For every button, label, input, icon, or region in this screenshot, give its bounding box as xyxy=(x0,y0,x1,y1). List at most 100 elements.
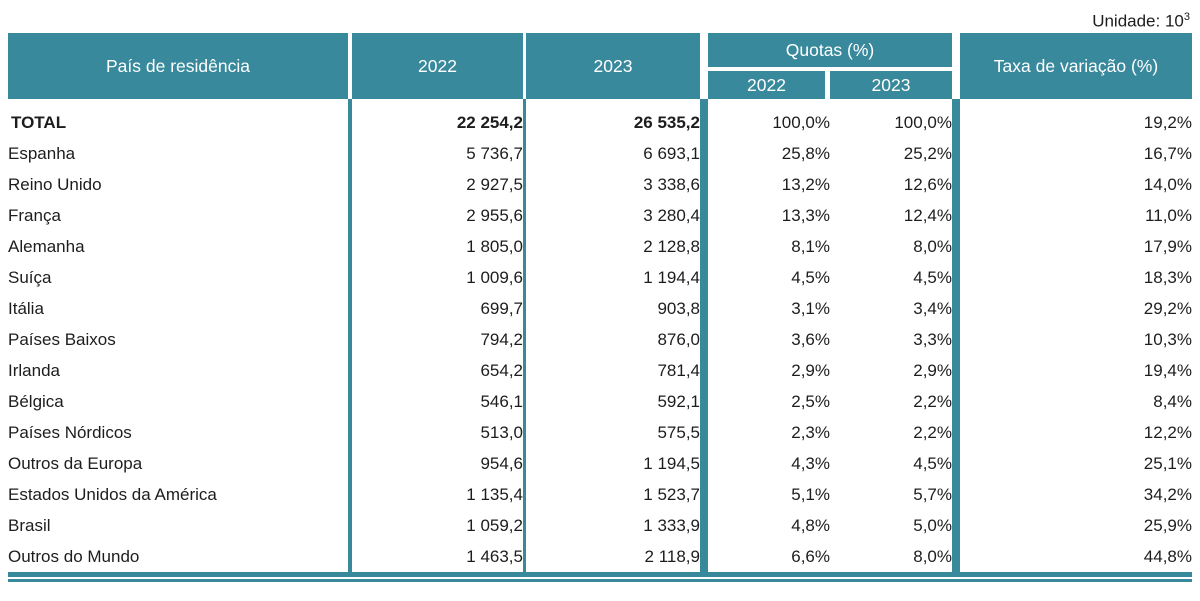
cell-2023: 592,1 xyxy=(526,386,708,417)
cell-quota-2023: 12,4% xyxy=(830,200,960,231)
cell-quota-2022: 100,0% xyxy=(708,107,830,138)
table-row: Irlanda 654,2 781,4 2,9% 2,9% 19,4% xyxy=(8,355,1192,386)
cell-country: Países Nórdicos xyxy=(8,417,352,448)
cell-taxa: 10,3% xyxy=(960,324,1192,355)
cell-taxa: 18,3% xyxy=(960,262,1192,293)
cell-2023: 26 535,2 xyxy=(526,107,708,138)
cell-taxa: 25,1% xyxy=(960,448,1192,479)
cell-2023: 3 338,6 xyxy=(526,169,708,200)
table-row: Outros da Europa 954,6 1 194,5 4,3% 4,5%… xyxy=(8,448,1192,479)
cell-country: Estados Unidos da América xyxy=(8,479,352,510)
cell-quota-2023: 3,3% xyxy=(830,324,960,355)
cell-quota-2023: 4,5% xyxy=(830,262,960,293)
cell-quota-2022: 3,1% xyxy=(708,293,830,324)
header-quotas-2022: 2022 xyxy=(708,71,830,99)
cell-2022: 1 059,2 xyxy=(352,510,526,541)
cell-quota-2022: 2,5% xyxy=(708,386,830,417)
cell-quota-2023: 3,4% xyxy=(830,293,960,324)
bottom-rule-thin-line xyxy=(8,579,1192,582)
cell-taxa: 19,2% xyxy=(960,107,1192,138)
cell-country: Reino Unido xyxy=(8,169,352,200)
cell-2022: 5 736,7 xyxy=(352,138,526,169)
cell-country: Bélgica xyxy=(8,386,352,417)
table-bottom-rule xyxy=(8,572,1192,582)
cell-quota-2023: 2,2% xyxy=(830,386,960,417)
cell-quota-2023: 12,6% xyxy=(830,169,960,200)
cell-taxa: 8,4% xyxy=(960,386,1192,417)
cell-taxa: 25,9% xyxy=(960,510,1192,541)
cell-quota-2022: 5,1% xyxy=(708,479,830,510)
cell-country: Espanha xyxy=(8,138,352,169)
header-country: País de residência xyxy=(8,33,352,99)
cell-quota-2022: 6,6% xyxy=(708,541,830,572)
cell-2022: 2 927,5 xyxy=(352,169,526,200)
table-row: Países Baixos 794,2 876,0 3,6% 3,3% 10,3… xyxy=(8,324,1192,355)
cell-quota-2022: 13,3% xyxy=(708,200,830,231)
cell-2022: 954,6 xyxy=(352,448,526,479)
header-quotas-2023: 2023 xyxy=(830,71,960,99)
residence-country-table: País de residência 2022 2023 Quotas (%) … xyxy=(8,33,1192,572)
cell-2023: 575,5 xyxy=(526,417,708,448)
cell-quota-2022: 8,1% xyxy=(708,231,830,262)
cell-quota-2023: 2,9% xyxy=(830,355,960,386)
cell-country: França xyxy=(8,200,352,231)
cell-2023: 781,4 xyxy=(526,355,708,386)
cell-taxa: 29,2% xyxy=(960,293,1192,324)
cell-2022: 1 805,0 xyxy=(352,231,526,262)
header-body-gap xyxy=(8,99,1192,107)
unit-text: Unidade: 10 xyxy=(1092,11,1184,31)
table-body: TOTAL 22 254,2 26 535,2 100,0% 100,0% 19… xyxy=(8,99,1192,572)
bottom-rule-thick-line xyxy=(8,572,1192,577)
cell-2023: 903,8 xyxy=(526,293,708,324)
cell-quota-2022: 4,5% xyxy=(708,262,830,293)
cell-taxa: 17,9% xyxy=(960,231,1192,262)
cell-quota-2022: 4,3% xyxy=(708,448,830,479)
cell-quota-2023: 2,2% xyxy=(830,417,960,448)
cell-quota-2023: 8,0% xyxy=(830,541,960,572)
table-row: Outros do Mundo 1 463,5 2 118,9 6,6% 8,0… xyxy=(8,541,1192,572)
cell-2023: 1 194,5 xyxy=(526,448,708,479)
cell-taxa: 34,2% xyxy=(960,479,1192,510)
table-row: Estados Unidos da América 1 135,4 1 523,… xyxy=(8,479,1192,510)
table-row: Países Nórdicos 513,0 575,5 2,3% 2,2% 12… xyxy=(8,417,1192,448)
cell-country: Brasil xyxy=(8,510,352,541)
cell-taxa: 16,7% xyxy=(960,138,1192,169)
cell-2022: 546,1 xyxy=(352,386,526,417)
table-row: Bélgica 546,1 592,1 2,5% 2,2% 8,4% xyxy=(8,386,1192,417)
cell-country: Irlanda xyxy=(8,355,352,386)
cell-2023: 2 118,9 xyxy=(526,541,708,572)
table-row: Suíça 1 009,6 1 194,4 4,5% 4,5% 18,3% xyxy=(8,262,1192,293)
cell-2023: 2 128,8 xyxy=(526,231,708,262)
cell-taxa: 12,2% xyxy=(960,417,1192,448)
cell-2023: 1 333,9 xyxy=(526,510,708,541)
cell-country: TOTAL xyxy=(8,107,352,138)
cell-2023: 3 280,4 xyxy=(526,200,708,231)
cell-quota-2022: 4,8% xyxy=(708,510,830,541)
cell-quota-2022: 13,2% xyxy=(708,169,830,200)
cell-quota-2023: 8,0% xyxy=(830,231,960,262)
cell-quota-2023: 25,2% xyxy=(830,138,960,169)
cell-country: Itália xyxy=(8,293,352,324)
table-row: França 2 955,6 3 280,4 13,3% 12,4% 11,0% xyxy=(8,200,1192,231)
header-quotas: Quotas (%) xyxy=(708,33,960,71)
cell-country: Outros do Mundo xyxy=(8,541,352,572)
table-row: Itália 699,7 903,8 3,1% 3,4% 29,2% xyxy=(8,293,1192,324)
cell-country: Alemanha xyxy=(8,231,352,262)
cell-country: Países Baixos xyxy=(8,324,352,355)
cell-country: Outros da Europa xyxy=(8,448,352,479)
cell-quota-2022: 25,8% xyxy=(708,138,830,169)
cell-taxa: 19,4% xyxy=(960,355,1192,386)
cell-2022: 513,0 xyxy=(352,417,526,448)
header-taxa: Taxa de variação (%) xyxy=(960,33,1192,99)
cell-quota-2022: 2,3% xyxy=(708,417,830,448)
cell-2022: 1 463,5 xyxy=(352,541,526,572)
table-row: Brasil 1 059,2 1 333,9 4,8% 5,0% 25,9% xyxy=(8,510,1192,541)
cell-country: Suíça xyxy=(8,262,352,293)
cell-quota-2023: 4,5% xyxy=(830,448,960,479)
unit-exponent: 3 xyxy=(1183,11,1190,23)
cell-taxa: 11,0% xyxy=(960,200,1192,231)
cell-2022: 1 135,4 xyxy=(352,479,526,510)
header-2023: 2023 xyxy=(526,33,708,99)
cell-taxa: 44,8% xyxy=(960,541,1192,572)
cell-taxa: 14,0% xyxy=(960,169,1192,200)
